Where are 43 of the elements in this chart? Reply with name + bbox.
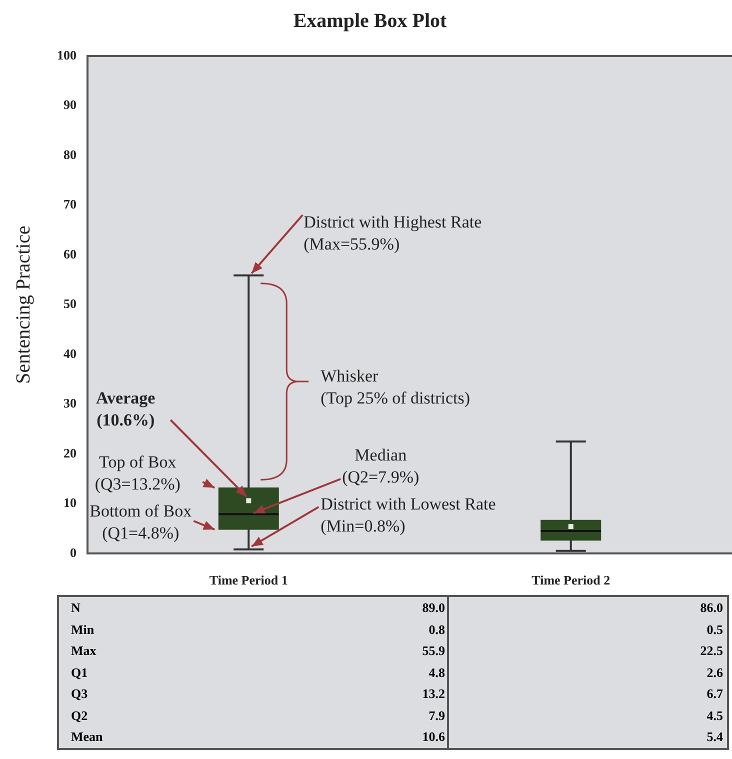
y-tick-label: 90 <box>64 97 76 112</box>
text: 4.5 <box>706 706 724 724</box>
text: Q1 <box>70 664 89 682</box>
annotation: Whisker (Top 25% of districts) <box>320 366 470 408</box>
y-tick-label: 20 <box>64 445 76 460</box>
text: 2.6 <box>706 664 724 682</box>
x-tick-label: Time Period 1 <box>209 572 288 588</box>
annotation: Top of Box (Q3=13.2%) <box>94 452 180 494</box>
text: 0.8 <box>290 618 448 640</box>
y-tick-label: 80 <box>64 146 76 162</box>
y-tick-label: 70 <box>64 196 76 212</box>
text: 55.9 <box>290 640 448 662</box>
text: 22.5 <box>699 642 724 660</box>
text: 10.6 <box>290 726 448 748</box>
text: Max <box>70 642 98 660</box>
text: N <box>70 599 82 617</box>
y-axis-title: Sentencing Practice <box>12 225 34 384</box>
annotation: Bottom of Box (Q1=4.8%) <box>90 501 192 542</box>
text: 0.5 <box>706 620 724 638</box>
text: 86.0 <box>699 599 724 617</box>
annotation: District with Highest Rate (Max=55.9%) <box>304 212 482 254</box>
text: Q3 <box>70 685 89 703</box>
annotation: Median (Q2=7.9%) <box>342 445 420 486</box>
y-tick-label: 60 <box>64 246 76 262</box>
y-tick-label: 0 <box>70 544 76 560</box>
y-tick-label: 50 <box>64 296 76 312</box>
text: 6.7 <box>706 685 724 703</box>
y-tick-label: 40 <box>64 346 76 361</box>
text: 4.8 <box>290 662 448 683</box>
annotation: Average (10.6%) <box>96 388 156 430</box>
text: Mean <box>70 728 104 746</box>
text: 13.2 <box>290 683 448 704</box>
y-tick-label: 30 <box>64 396 76 411</box>
x-tick-label: Time Period 2 <box>532 572 610 588</box>
annotation: District with Lowest Rate (Min=0.8%) <box>320 494 496 536</box>
y-tick-label: 100 <box>57 47 76 62</box>
text: Min <box>70 620 96 638</box>
chart-title: Example Box Plot <box>293 10 447 32</box>
text: 89.0 <box>290 596 448 618</box>
text: 7.9 <box>290 704 448 726</box>
y-tick-label: 10 <box>64 495 76 510</box>
text: Q2 <box>70 706 89 724</box>
text: 5.4 <box>706 728 724 746</box>
